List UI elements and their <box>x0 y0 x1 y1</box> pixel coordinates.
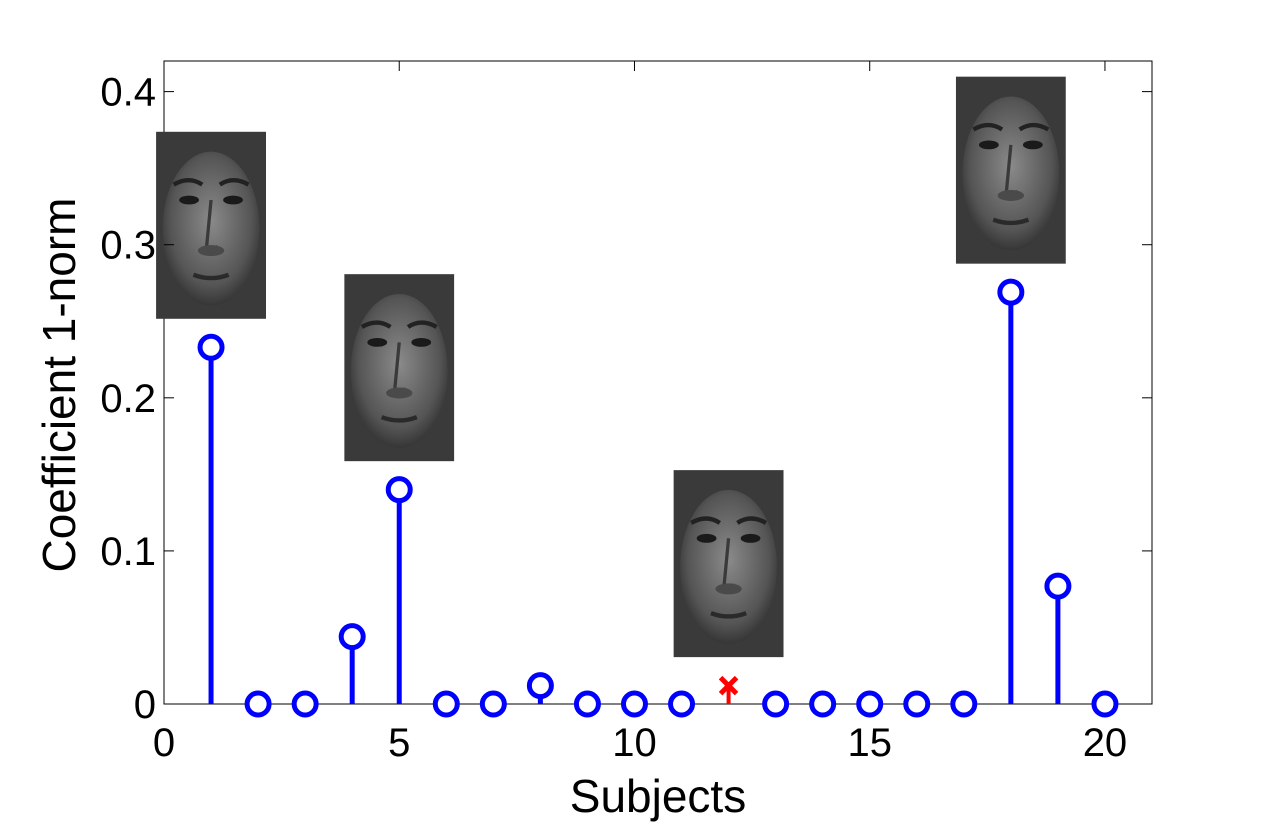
stem-marker <box>1091 690 1119 718</box>
stem-marker <box>762 690 790 718</box>
x-axis-title: Subjects <box>570 770 746 822</box>
stem-marker <box>668 690 696 718</box>
y-axis: 0 0.1 0.2 0.3 0.4 <box>100 71 1152 727</box>
x-tick-label: 0 <box>153 721 175 765</box>
y-axis-title: Coefficient 1-norm <box>33 198 85 573</box>
y-tick-label: 0 <box>134 683 156 727</box>
stem-marker <box>291 690 319 718</box>
stem-marker <box>856 690 884 718</box>
stem-marker <box>338 623 366 651</box>
face-thumbnail <box>956 77 1066 264</box>
stem-marker <box>903 690 931 718</box>
stem-marker <box>950 690 978 718</box>
stem-marker <box>197 333 225 361</box>
highlight-x-marker <box>718 675 739 696</box>
stem-marker <box>620 690 648 718</box>
y-tick-label: 0.4 <box>100 71 156 115</box>
x-axis: 0 5 10 15 20 <box>153 61 1127 765</box>
stem-series <box>197 278 1119 718</box>
stem-marker <box>432 690 460 718</box>
face-thumbnail <box>344 274 454 461</box>
x-tick-label: 10 <box>612 721 657 765</box>
stem-marker <box>526 672 554 700</box>
x-tick-label: 15 <box>847 721 892 765</box>
y-tick-label: 0.3 <box>100 224 156 268</box>
stem-marker <box>573 690 601 718</box>
x-tick-label: 20 <box>1083 721 1128 765</box>
stem-marker <box>244 690 272 718</box>
x-tick-label: 5 <box>388 721 410 765</box>
face-thumbnail <box>156 132 266 319</box>
stem-marker <box>385 476 413 504</box>
face-thumbnail <box>674 470 784 657</box>
stem-marker <box>809 690 837 718</box>
stem-marker <box>997 278 1025 306</box>
stem-marker <box>479 690 507 718</box>
y-tick-label: 0.1 <box>100 530 156 574</box>
y-tick-label: 0.2 <box>100 377 156 421</box>
stem-marker <box>1044 572 1072 600</box>
